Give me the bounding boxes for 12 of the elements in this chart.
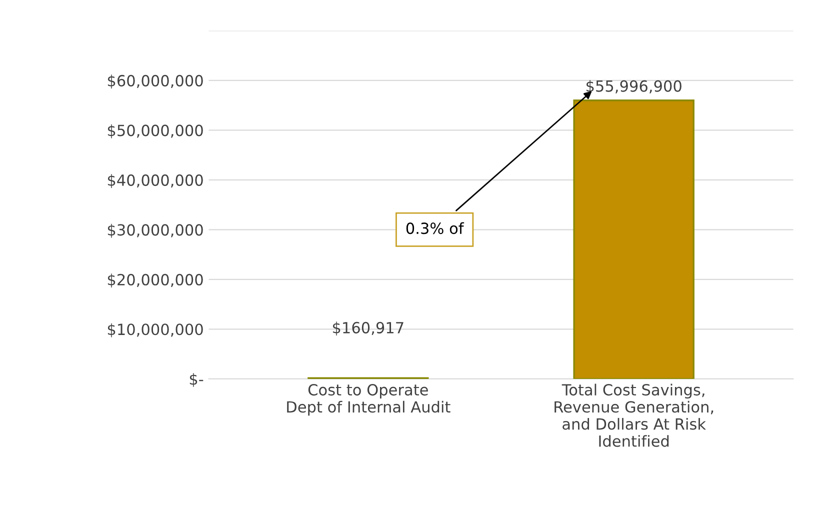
x-tick-label: Cost to Operate Dept of Internal Audit <box>287 384 450 416</box>
annotation: 0.3% of <box>406 222 464 234</box>
data-label: $160,917 <box>332 322 404 336</box>
y-tick-label: $40,000,000 <box>108 174 203 188</box>
data-label: $55,996,900 <box>586 80 682 94</box>
x-tick-label: Total Cost Savings, Revenue Generation, and Dollars At Risk Identified <box>554 384 714 447</box>
y-tick-label: $20,000,000 <box>108 274 203 288</box>
y-tick-label: $60,000,000 <box>108 74 203 89</box>
y-tick-label: $10,000,000 <box>108 323 203 338</box>
y-tick-label: $- <box>190 373 204 387</box>
y-tick-label: $50,000,000 <box>108 124 203 138</box>
y-tick-label: $30,000,000 <box>108 224 203 238</box>
